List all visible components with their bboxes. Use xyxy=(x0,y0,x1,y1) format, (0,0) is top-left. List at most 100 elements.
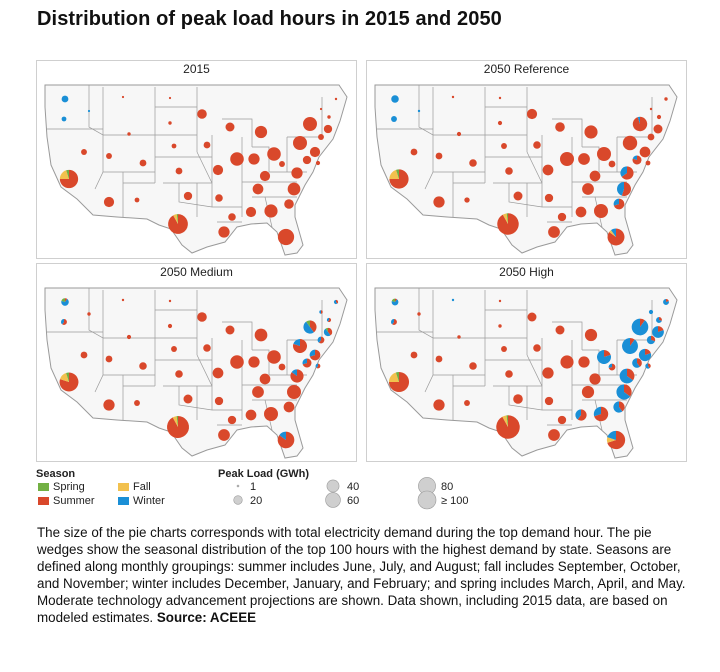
pie-slice xyxy=(309,349,315,357)
pie-slice xyxy=(183,394,193,404)
state-pie-mi xyxy=(584,328,598,342)
peak-label-40: 40 xyxy=(347,481,360,493)
pie-slice xyxy=(613,198,625,210)
pie-slice xyxy=(589,170,601,182)
state-pie-ga xyxy=(594,204,608,218)
state-border xyxy=(102,290,155,339)
state-pie-mt xyxy=(121,298,125,302)
state-pie-il xyxy=(230,152,244,166)
pie-slice xyxy=(259,373,271,385)
pie-slice xyxy=(252,386,264,398)
pie-slice xyxy=(645,363,650,369)
pie-slice xyxy=(66,372,69,382)
state-pie-sd xyxy=(497,120,503,126)
peak-load-legend-title: Peak Load (GWh) xyxy=(218,468,310,480)
pie-slice xyxy=(619,401,625,412)
pie-slice xyxy=(65,298,68,302)
state-border xyxy=(196,151,213,184)
pie-slice xyxy=(302,358,307,365)
state-pie-mn xyxy=(527,312,537,322)
state-pie-ca xyxy=(59,372,79,392)
pie-slice xyxy=(456,131,462,137)
state-pie-nd xyxy=(168,299,172,303)
pie-slice xyxy=(176,214,178,224)
state-border xyxy=(526,151,543,184)
peak-size-symbol xyxy=(233,495,243,505)
state-pie-ny xyxy=(303,320,317,334)
pie-slice xyxy=(388,372,399,382)
state-pie-ar xyxy=(215,194,223,202)
state-pie-mo xyxy=(542,367,554,379)
pie-slice xyxy=(505,167,513,175)
pie-slice xyxy=(594,406,609,422)
pie-slice xyxy=(134,400,140,406)
pie-slice xyxy=(396,169,399,179)
pie-slice xyxy=(167,323,173,329)
map-panel-2015: 2015 xyxy=(36,60,357,259)
state-pie-nd xyxy=(498,96,502,100)
pie-slice xyxy=(62,319,67,325)
winter-swatch xyxy=(118,497,129,505)
map-panel-2050-medium: 2050 Medium xyxy=(36,263,357,462)
pie-slice xyxy=(622,338,638,354)
pie-slice xyxy=(315,363,318,368)
pie-slice xyxy=(498,299,502,303)
state-pie-md xyxy=(302,358,312,368)
legend-label: Fall xyxy=(133,481,151,493)
us-map xyxy=(44,84,348,256)
state-pie-nv xyxy=(81,149,87,155)
pie-slice xyxy=(284,199,294,209)
state-pie-az xyxy=(433,196,445,208)
state-pie-mo xyxy=(212,164,224,176)
pie-slice xyxy=(527,312,537,322)
pie-slice xyxy=(608,363,616,371)
pie-slice xyxy=(469,159,477,167)
state-border xyxy=(582,349,600,375)
pie-slice xyxy=(248,153,260,165)
state-pie-il xyxy=(560,152,574,166)
state-pie-nj xyxy=(309,146,321,158)
pie-slice xyxy=(319,107,323,111)
legend-item-summer: Summer xyxy=(38,495,95,507)
state-pie-wv xyxy=(608,363,616,371)
state-pie-tx xyxy=(497,213,519,235)
state-pie-tn xyxy=(252,386,264,398)
pie-slice xyxy=(435,355,443,363)
state-pie-or xyxy=(61,116,67,122)
pie-slice xyxy=(630,338,635,346)
state-pie-ne xyxy=(501,346,507,352)
pie-slice xyxy=(433,196,445,208)
state-pie-mn xyxy=(197,109,207,119)
pie-slice xyxy=(464,400,470,406)
state-pie-nm xyxy=(464,400,470,406)
pie-slice xyxy=(619,368,633,384)
state-pie-al xyxy=(575,409,587,421)
state-pie-ky xyxy=(589,373,601,385)
state-pie-nc xyxy=(287,385,301,399)
pie-slice xyxy=(613,198,619,206)
state-pie-nh xyxy=(327,115,331,119)
pie-slice xyxy=(203,344,211,352)
pie-slice xyxy=(139,362,147,370)
pie-slice xyxy=(61,298,69,306)
pie-slice xyxy=(230,152,244,166)
pie-slice xyxy=(663,299,669,305)
pie-slice xyxy=(464,197,470,203)
pie-slice xyxy=(264,407,278,421)
pie-slice xyxy=(578,153,590,165)
pie-slice xyxy=(310,320,317,333)
state-pie-nc xyxy=(617,182,631,196)
state-pie-ct xyxy=(317,336,325,344)
state-pie-vt xyxy=(319,107,323,111)
state-pie-ky xyxy=(259,373,271,385)
pie-slice xyxy=(410,148,418,156)
pie-slice xyxy=(319,310,321,314)
state-pie-id xyxy=(417,312,421,316)
pie-slice xyxy=(309,146,321,158)
state-pie-ne xyxy=(171,143,177,149)
state-pie-pa xyxy=(622,135,638,151)
state-pie-mo xyxy=(542,164,554,176)
state-pie-ky xyxy=(589,170,601,182)
pie-slice xyxy=(648,309,654,315)
pie-slice xyxy=(61,298,65,302)
